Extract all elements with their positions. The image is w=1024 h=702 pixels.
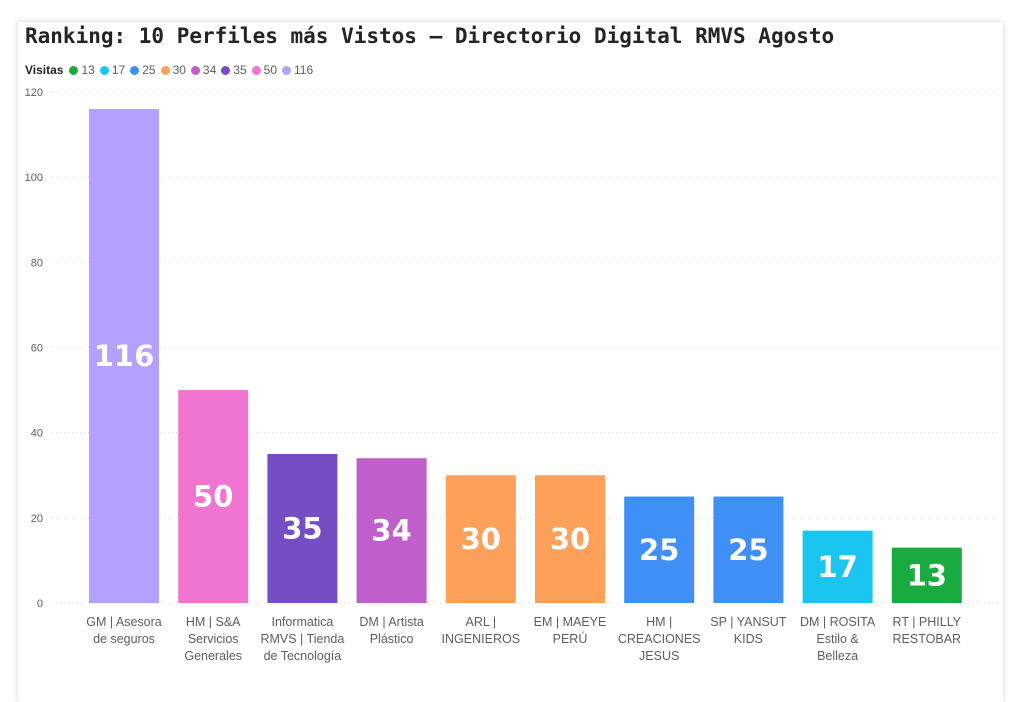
x-tick-label: HM | CREACIONES JESUS [617,615,701,663]
legend-dot-icon [99,65,109,75]
legend-label: 30 [172,63,186,77]
legend-item[interactable]: 17 [99,63,126,77]
bar [624,496,695,603]
x-tick-label: DM | Artista Plástico [359,615,424,646]
data-label: 34 [371,514,411,548]
data-label: 50 [193,480,233,514]
x-tick-label: HM | S&A Servicios Generales [184,615,243,663]
bar [891,547,962,603]
bar [445,475,516,603]
x-tick-label: DM | ROSITA Estilo & Belleza [799,615,876,663]
x-tick-label: Informatica RMVS | Tienda de Tecnología [260,615,345,663]
bar [178,390,249,603]
legend-label: 116 [294,63,314,77]
data-label: 116 [94,339,155,373]
bar [267,453,338,603]
legend-dot-icon [221,65,231,75]
legend-dot-icon [251,65,261,75]
legend-item[interactable]: 30 [160,63,186,77]
legend-item[interactable]: 13 [69,63,95,77]
x-tick-label: RT | PHILLY RESTOBAR [892,615,962,646]
y-tick-label: 100 [25,172,43,184]
y-tick-label: 60 [31,343,43,355]
legend-label: 13 [81,63,95,77]
legend-label: 35 [233,63,247,77]
data-label: 13 [907,558,947,592]
bar [89,109,159,604]
bar [535,475,605,603]
legend: Visitas 13 17 25 30 34 35 50 116 [25,63,318,77]
y-tick-label: 80 [31,257,43,269]
y-tick-label: 120 [25,87,43,99]
legend-item[interactable]: 116 [282,63,313,77]
legend-label: 50 [263,63,277,77]
chart-title: Ranking: 10 Perfiles más Vistos – Direct… [25,24,835,48]
bar [802,530,873,603]
legend-item[interactable]: 35 [221,63,247,77]
legend-dot-icon [160,65,170,75]
legend-dot-icon [190,65,200,75]
x-tick-label: ARL | INGENIEROS [441,615,521,646]
data-label: 35 [282,511,322,545]
y-tick-label: 40 [31,428,43,440]
data-label: 30 [461,522,501,556]
legend-label: 25 [142,63,156,77]
legend-item[interactable]: 34 [190,63,217,77]
legend-dot-icon [69,65,79,75]
legend-label: 17 [111,63,126,77]
data-label: 17 [817,550,857,584]
legend-title: Visitas [25,63,64,77]
legend-dot-icon [282,65,291,75]
y-tick-label: 0 [37,598,43,610]
legend-item[interactable]: 50 [251,63,277,77]
data-label: 30 [550,522,590,556]
legend-item[interactable]: 25 [130,63,156,77]
data-label: 25 [728,533,768,567]
x-tick-label: SP | YANSUT KIDS [710,615,787,646]
legend-dot-icon [130,65,140,75]
bar [713,496,784,603]
x-tick-label: EM | MAEYE PERÚ [533,615,607,646]
data-label: 25 [639,533,679,567]
bar [356,458,427,603]
x-tick-label: GM | Asesora de seguros [86,615,162,646]
legend-label: 34 [202,63,217,77]
y-tick-label: 20 [31,513,43,525]
